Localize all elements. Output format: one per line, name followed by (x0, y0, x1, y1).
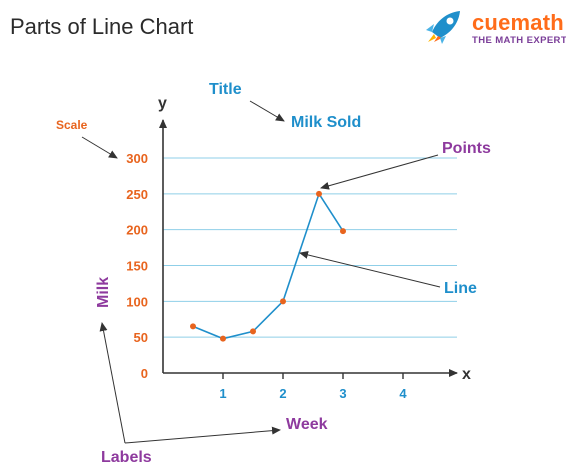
x-tick-label: 4 (399, 386, 407, 401)
line-arrow (299, 251, 441, 288)
annotation-scale: Scale (56, 118, 88, 132)
x-tick-labels: 1 2 3 4 (219, 373, 407, 401)
x-tick-label: 1 (219, 386, 226, 401)
data-point (316, 190, 322, 197)
x-axis-letter: x (462, 366, 471, 383)
brand-name: cuemath (472, 10, 564, 35)
title-arrow (249, 100, 285, 122)
y-axis-letter: y (158, 95, 167, 112)
y-tick-label: 50 (134, 330, 148, 345)
x-tick-label: 2 (279, 386, 286, 401)
y-tick-label: 200 (126, 223, 148, 238)
line-series (190, 190, 346, 342)
y-tick-label: 300 (126, 151, 148, 166)
data-point (190, 323, 196, 330)
x-axis-label: Week (286, 416, 328, 433)
gridlines (163, 157, 457, 338)
labels-arrow-to-ylabel (99, 322, 126, 444)
annotation-points: Points (442, 140, 491, 157)
annotation-title: Title (209, 81, 242, 98)
annotation-line: Line (444, 280, 477, 297)
x-tick-label: 3 (339, 386, 346, 401)
y-tick-labels: 0 50 100 150 200 250 300 (126, 151, 148, 381)
brand-tagline: THE MATH EXPERT (472, 35, 566, 46)
scale-arrow (81, 136, 118, 159)
data-point (220, 335, 226, 342)
y-axis-label: Milk (95, 277, 112, 308)
page-title: Parts of Line Chart (10, 14, 194, 39)
y-tick-label: 150 (126, 259, 148, 274)
brand-logo: cuemath THE MATH EXPERT (420, 8, 566, 48)
annotation-labels: Labels (101, 449, 152, 466)
y-tick-label: 0 (141, 366, 148, 381)
rocket-icon (426, 11, 460, 44)
y-tick-label: 250 (126, 187, 148, 202)
labels-arrow-to-xlabel (124, 426, 281, 444)
y-tick-label: 100 (126, 294, 148, 309)
chart-title: Milk Sold (291, 114, 361, 131)
data-point (280, 298, 286, 305)
data-point (250, 328, 256, 335)
series-line (192, 191, 344, 340)
points-arrow (320, 154, 439, 190)
data-point (340, 228, 346, 235)
